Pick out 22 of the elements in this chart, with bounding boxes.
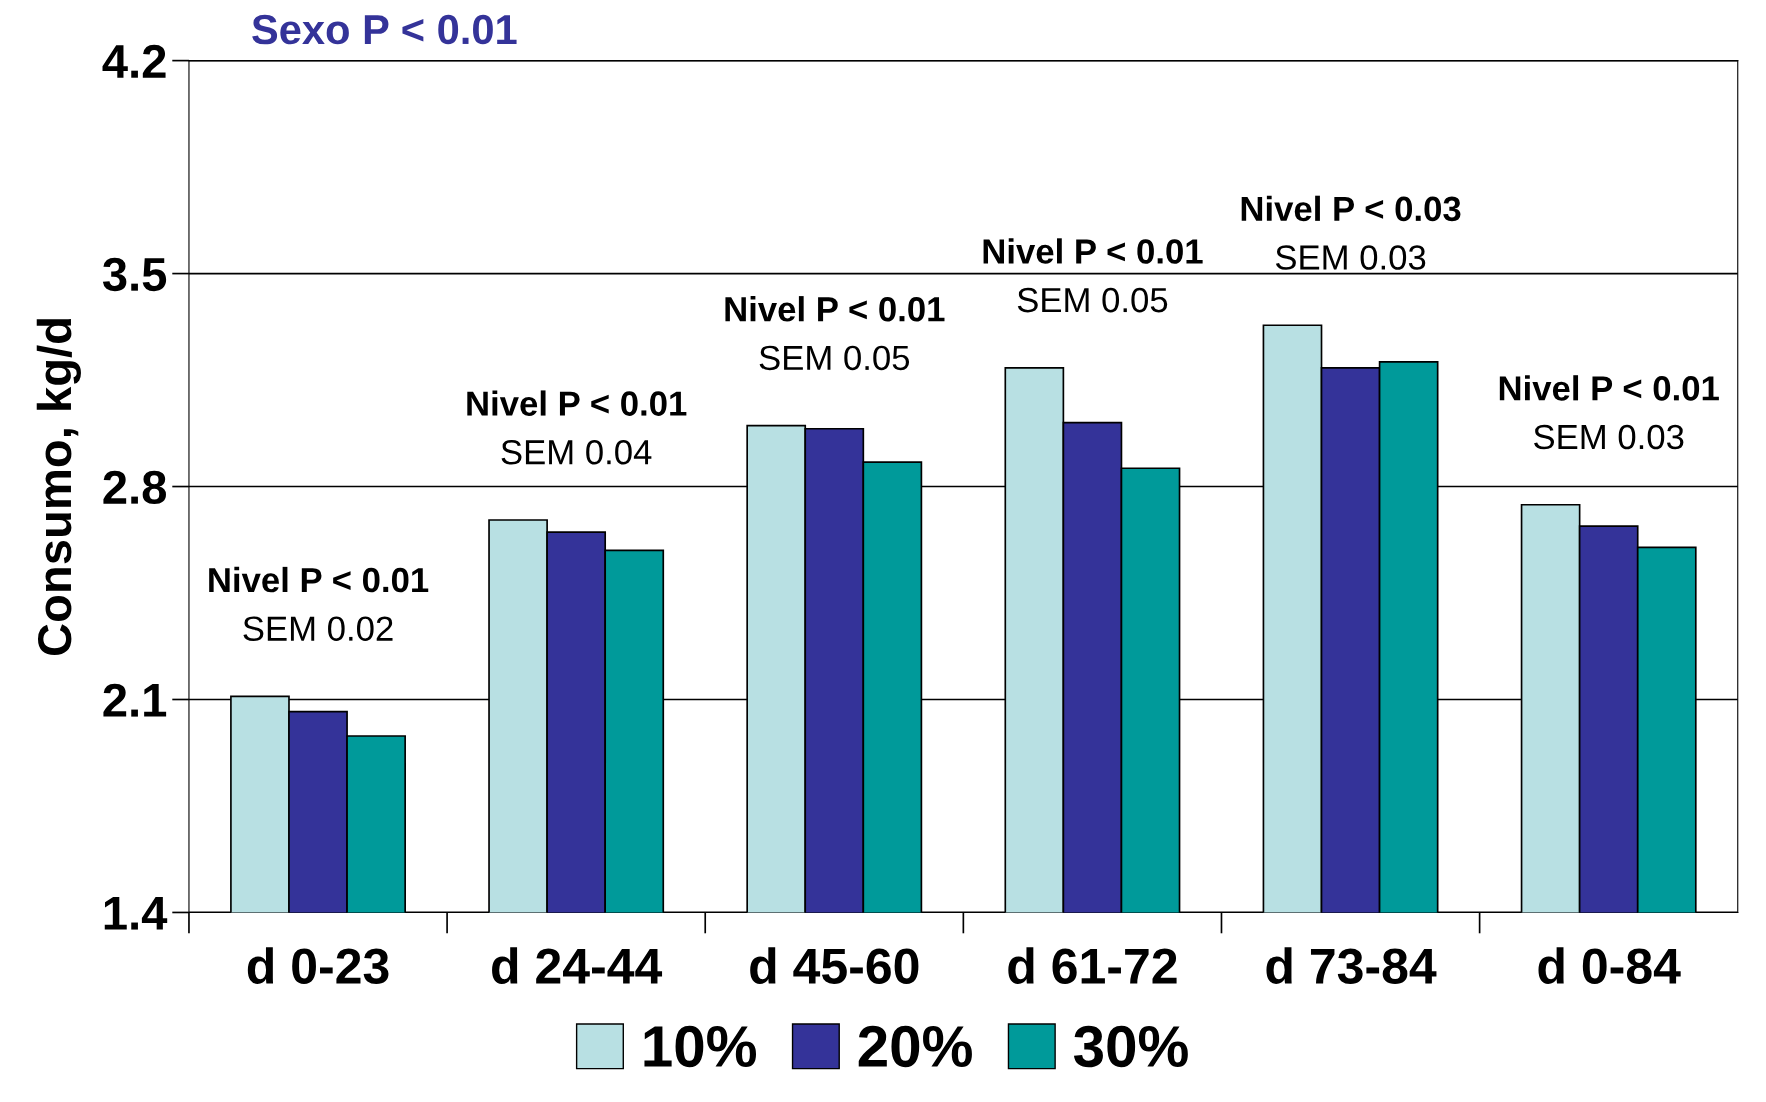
annotation: Nivel P < 0.01 SEM 0.04 [467, 390, 687, 465]
annotation: Nivel P < 0.03 SEM 0.03 [1241, 195, 1461, 270]
y-tick-label: 2.8 [103, 470, 166, 505]
x-tick-label: d 0-23 [247, 947, 389, 984]
legend-label: 20% [858, 1025, 972, 1068]
legend-label: 10% [644, 1025, 757, 1068]
y-tick-label: 3.5 [102, 257, 167, 292]
x-tick-label: d 61-72 [1008, 947, 1177, 984]
chart-title: Sexo P < 0.01 [252, 14, 517, 45]
annotation: Nivel P < 0.01 SEM 0.03 [1499, 375, 1719, 450]
x-tick-label: d 45-60 [750, 947, 919, 984]
legend-label: 30% [1073, 1025, 1188, 1068]
annotation: Nivel P < 0.01 SEM 0.05 [725, 296, 945, 371]
y-tick-label: 1.4 [104, 897, 168, 930]
x-tick-label: d 0-84 [1538, 947, 1681, 984]
y-axis-title: Consumo, kg/d [36, 319, 81, 656]
y-tick-label: 2.1 [103, 683, 167, 717]
annotation: Nivel P < 0.01 SEM 0.02 [209, 566, 429, 641]
y-tick-label: 4.2 [102, 44, 166, 78]
x-tick-label: d 73-84 [1266, 947, 1437, 984]
x-tick-label: d 24-44 [492, 947, 663, 984]
annotation: Nivel P < 0.01 SEM 0.05 [983, 238, 1203, 313]
